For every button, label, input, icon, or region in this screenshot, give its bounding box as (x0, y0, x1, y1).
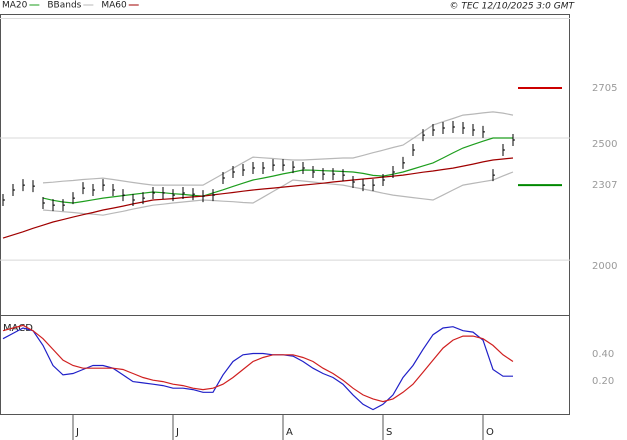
x-tick-label: J (175, 427, 179, 438)
price-bar (2, 194, 5, 207)
price-bar (462, 122, 465, 135)
price-bar (472, 123, 475, 136)
price-bar (302, 162, 305, 175)
price-bar (92, 184, 95, 197)
price-bar (342, 169, 345, 182)
y-tick-label: 2000 (592, 261, 617, 272)
band-upper (42, 111, 514, 186)
price-bar (442, 122, 445, 135)
y-tick-label: 0.20 (592, 376, 614, 387)
price-bar (292, 161, 295, 174)
price-bar (162, 186, 165, 199)
band-lower (42, 171, 514, 216)
price-bar (412, 143, 415, 156)
price-bar (152, 186, 155, 199)
price-bar (242, 164, 245, 177)
macd-line (2, 324, 514, 403)
x-tick-label: S (386, 427, 392, 438)
legend-label: MA20 (2, 1, 28, 11)
plot-frame (0, 14, 570, 415)
price-bar (432, 123, 435, 136)
price-bar (502, 143, 505, 156)
macd-line (2, 326, 513, 411)
price-bar (452, 121, 455, 134)
price-bar (22, 179, 25, 192)
price-bar (142, 192, 145, 205)
legend-label: MA60 (101, 1, 127, 11)
price-bar (12, 184, 15, 197)
level-label: 2307 (592, 180, 617, 191)
price-bar (392, 165, 395, 178)
x-tick-label: J (75, 427, 79, 438)
moving-average (42, 137, 513, 204)
price-bar (112, 184, 115, 197)
price-bar (262, 162, 265, 175)
price-bar (202, 190, 205, 203)
price-bar (352, 175, 355, 188)
moving-average (2, 157, 514, 239)
price-bar (382, 174, 385, 187)
price-bar (312, 165, 315, 178)
price-bar (282, 159, 285, 172)
price-bar (212, 189, 215, 202)
y-tick-label: 2500 (592, 139, 617, 150)
price-bar (512, 133, 515, 146)
price-bar (52, 199, 55, 212)
price-bar (62, 199, 65, 212)
price-bar (82, 182, 85, 195)
price-bar (172, 189, 175, 202)
price-bar (332, 168, 335, 181)
price-bar (32, 180, 35, 193)
price-bar (252, 162, 255, 175)
price-bar (132, 194, 135, 207)
price-bar (322, 168, 325, 181)
macd-title: MACD (3, 323, 33, 334)
x-tick-label: O (486, 427, 494, 438)
price-bar (272, 159, 275, 172)
x-tick-label: A (286, 427, 293, 438)
price-bar (362, 179, 365, 192)
price-bar (182, 186, 185, 199)
y-tick-label: 0.40 (592, 349, 614, 360)
price-bar (422, 129, 425, 142)
price-bar (122, 189, 125, 202)
legend-label: BBands (47, 1, 81, 11)
price-bar (192, 188, 195, 201)
price-bar (492, 169, 495, 182)
price-bar (372, 179, 375, 192)
price-bar (402, 156, 405, 169)
level-label: 2705 (592, 83, 617, 94)
price-bar (42, 196, 45, 209)
price-bar (232, 165, 235, 178)
credit: © TEC 12/10/2025 3:0 GMT (449, 2, 575, 12)
price-bar (102, 179, 105, 192)
price-bar (72, 192, 75, 205)
price-bar (222, 172, 225, 185)
price-bar (482, 125, 485, 138)
